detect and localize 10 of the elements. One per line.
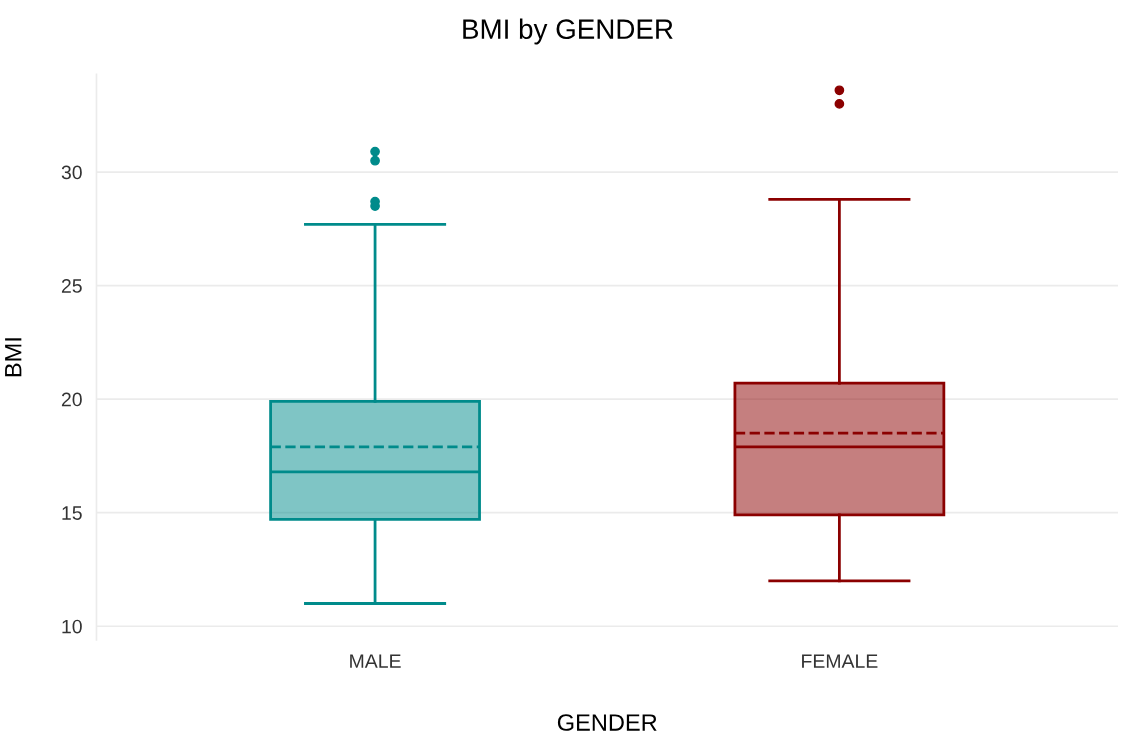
y-axis-title: BMI — [5, 338, 22, 377]
y-tick-label: 25 — [61, 279, 82, 293]
x-tick-label: MALE — [350, 654, 401, 668]
y-tick-label: 15 — [62, 506, 82, 520]
chart-title: BMI by GENDER — [463, 18, 673, 45]
x-axis-title: GENDER — [557, 714, 657, 731]
y-tick-label: 30 — [61, 165, 82, 180]
y-tick-label: 10 — [62, 619, 82, 634]
y-tick-label: 20 — [61, 392, 82, 407]
x-tick-label: FEMALE — [802, 654, 878, 668]
